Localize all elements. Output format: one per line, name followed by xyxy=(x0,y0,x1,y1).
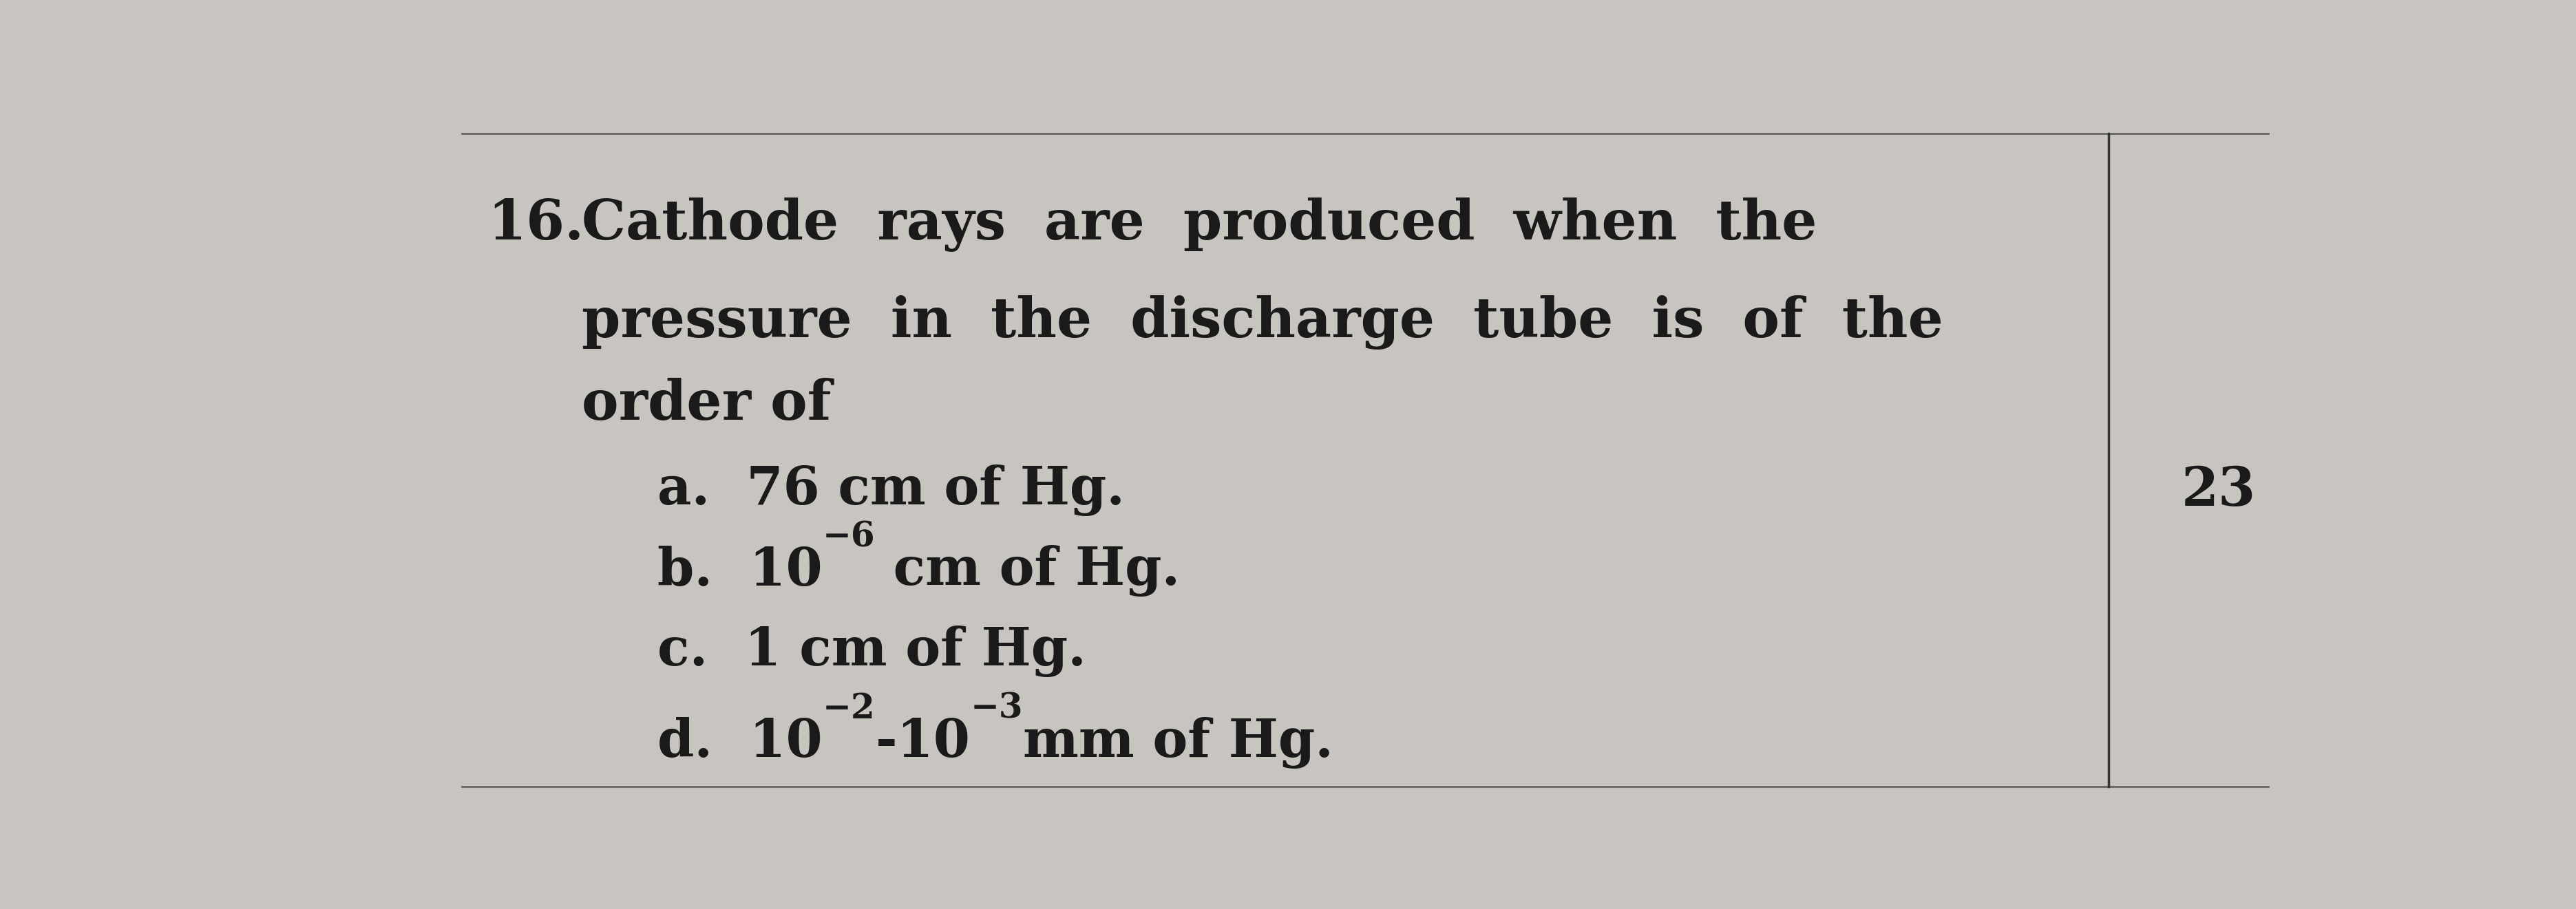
Text: 16.: 16. xyxy=(487,198,585,252)
Text: Cathode  rays  are  produced  when  the: Cathode rays are produced when the xyxy=(582,197,1816,252)
Text: cm of Hg.: cm of Hg. xyxy=(876,545,1180,597)
Text: −6: −6 xyxy=(822,521,876,554)
Text: −2: −2 xyxy=(822,692,876,725)
Text: d.  10: d. 10 xyxy=(657,717,822,768)
Text: pressure  in  the  discharge  tube  is  of  the: pressure in the discharge tube is of the xyxy=(582,295,1942,350)
Text: 23: 23 xyxy=(2182,464,2257,516)
Text: b.  10: b. 10 xyxy=(657,545,822,596)
Text: c.  1 cm of Hg.: c. 1 cm of Hg. xyxy=(657,625,1087,677)
Text: a.  76 cm of Hg.: a. 76 cm of Hg. xyxy=(657,464,1126,516)
Text: −3: −3 xyxy=(971,692,1023,725)
Text: mm of Hg.: mm of Hg. xyxy=(1023,716,1334,768)
Text: order of: order of xyxy=(582,377,832,431)
Text: -10: -10 xyxy=(876,717,971,768)
